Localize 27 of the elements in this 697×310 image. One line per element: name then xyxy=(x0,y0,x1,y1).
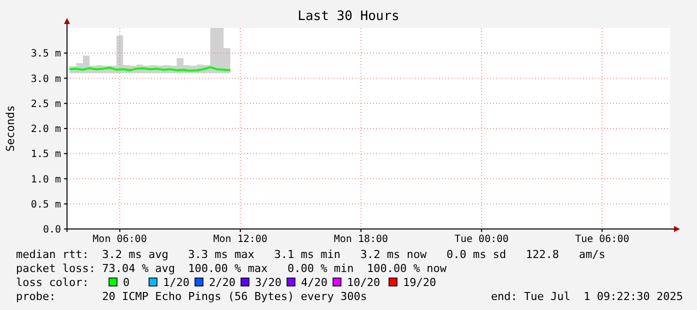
text: 1/20 xyxy=(163,276,190,289)
text: probe: 20 ICMP Echo Pings (56 Bytes) every 300s xyxy=(16,290,367,303)
text: 3/20 xyxy=(255,276,282,289)
text: loss color: xyxy=(16,276,89,289)
text: 0 xyxy=(123,276,130,289)
x-tick-label: Tue 06:00 xyxy=(575,234,630,245)
y-tick-label: 2.0 m xyxy=(30,124,61,135)
y-tick-label: 2.5 m xyxy=(30,98,61,110)
y-tick-label: 0.0 xyxy=(42,224,61,236)
text: 19/20 xyxy=(403,276,436,289)
text: 4/20 xyxy=(301,276,328,289)
x-tick-label: Tue 00:00 xyxy=(454,234,509,245)
x-tick-label: Mon 12:00 xyxy=(213,234,268,245)
text: 10/20 xyxy=(347,276,380,289)
chart-title: Last 30 Hours xyxy=(298,9,400,24)
y-tick-label: 0.5 m xyxy=(30,199,61,210)
y-tick-label: 3.0 m xyxy=(30,74,61,85)
text: median rtt: 3.2 ms avg 3.3 ms max 3.1 ms min 3.2 ms now 0.0 ms sd 122.8 am/s xyxy=(16,248,606,261)
x-tick-label: Mon 18:00 xyxy=(334,234,388,245)
text: 2/20 xyxy=(209,276,236,289)
text: end: Tue Jul 1 09:22:30 2025 xyxy=(490,290,683,303)
y-tick-label: 1.0 m xyxy=(30,174,61,186)
y-tick-label: 3.5 m xyxy=(30,48,61,60)
y-axis-title: Seconds xyxy=(4,105,17,152)
x-tick-label: Mon 06:00 xyxy=(92,234,147,245)
y-tick-label: 1.5 m xyxy=(30,149,61,160)
text: packet loss: 73.04 % avg 100.00 % max 0.00 % min 100.00 % now xyxy=(16,262,447,275)
